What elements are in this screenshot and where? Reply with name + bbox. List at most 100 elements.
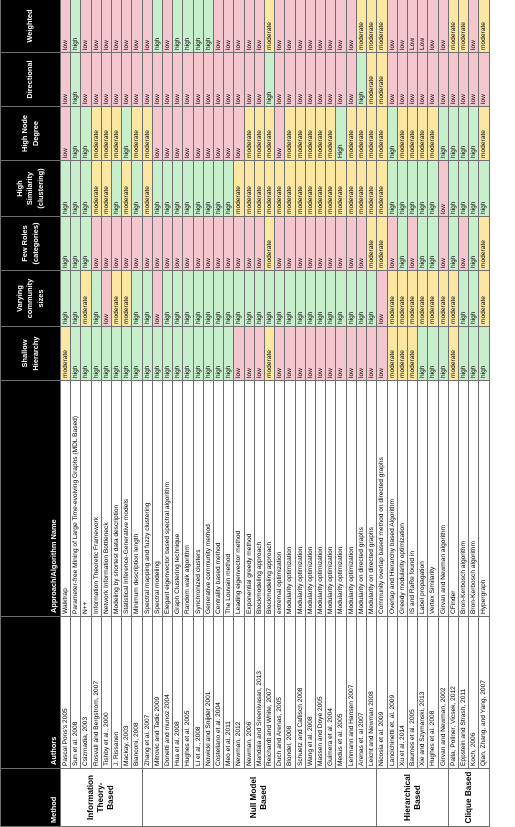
rating-cell: low bbox=[376, 270, 387, 327]
approach-cell: Modularity optimization bbox=[295, 380, 306, 617]
rating-cell: low bbox=[152, 270, 163, 327]
rating-cell: high bbox=[101, 326, 112, 381]
approach-cell: Graph Clustering technique bbox=[172, 380, 183, 617]
rating-cell: low bbox=[121, 0, 132, 53]
rating-cell: low bbox=[335, 52, 347, 107]
method-group-label: Null Model Based bbox=[142, 768, 377, 827]
rating-cell: high bbox=[438, 106, 449, 161]
rating-cell: high bbox=[70, 270, 81, 327]
rating-cell: low bbox=[438, 52, 449, 107]
header-weighted: Weighted bbox=[0, 0, 61, 53]
rating-cell: high bbox=[458, 270, 469, 327]
rating-cell: low bbox=[223, 216, 234, 271]
rating-cell: low bbox=[131, 0, 143, 53]
author-cell: Mandala and Sreenivasan, 2013 bbox=[254, 616, 265, 769]
author-cell: Newman, 2006 bbox=[244, 616, 255, 769]
rating-cell: high bbox=[468, 106, 479, 161]
rating-cell: Low bbox=[417, 0, 428, 53]
rating-cell: moderate bbox=[427, 270, 439, 327]
rating-cell: moderate bbox=[325, 160, 336, 217]
author-cell: Leicht and Newman 2008 bbox=[366, 616, 377, 769]
approach-cell: Label propagation bbox=[417, 380, 428, 617]
rating-cell: low bbox=[91, 216, 102, 271]
approach-cell: Modularity optimization bbox=[335, 380, 347, 617]
rating-cell: moderate bbox=[387, 326, 398, 381]
rating-cell: moderate bbox=[111, 270, 122, 327]
rating-cell: low bbox=[274, 52, 285, 107]
table-row: Lehmann and Hansen 2007 Modularity optimi… bbox=[346, 0, 357, 827]
approach-cell: Modularity optimization bbox=[284, 380, 296, 617]
rating-cell: high bbox=[244, 270, 255, 327]
rating-cell: high bbox=[152, 0, 163, 53]
rating-cell: high bbox=[203, 326, 214, 381]
rating-cell: moderate bbox=[233, 160, 245, 217]
header-high-node-degree: High Node Degree bbox=[0, 106, 61, 161]
rating-cell: high bbox=[468, 160, 479, 217]
rating-cell: low bbox=[305, 326, 316, 381]
rating-cell: moderate bbox=[478, 106, 490, 161]
rating-cell: low bbox=[387, 52, 398, 107]
rating-cell: low bbox=[101, 270, 112, 327]
rating-cell: moderate bbox=[366, 52, 377, 107]
table-row: Information Theory-Based Pascal Pons's 20… bbox=[60, 0, 143, 827]
rating-cell: moderate bbox=[417, 106, 428, 161]
rating-cell: high bbox=[458, 160, 469, 217]
rating-cell: moderate bbox=[366, 106, 377, 161]
rating-cell: moderate bbox=[244, 160, 255, 217]
rating-cell: low bbox=[315, 216, 326, 271]
table-row: Meo et al. 2011 The Louvain method high hig… bbox=[223, 0, 234, 827]
rating-cell: moderate bbox=[376, 0, 387, 53]
rating-cell: moderate bbox=[448, 270, 459, 327]
rating-cell: high bbox=[427, 216, 439, 271]
author-cell: Arenas et. al 2007 bbox=[356, 616, 367, 769]
rating-cell: low bbox=[162, 106, 173, 161]
rating-cell: low bbox=[193, 106, 204, 161]
rating-cell: high bbox=[468, 270, 479, 327]
rating-cell: high bbox=[387, 106, 398, 161]
approach-cell: Modularity optimization bbox=[305, 380, 316, 617]
rating-cell: High bbox=[335, 106, 347, 161]
rating-cell: low bbox=[356, 326, 367, 381]
author-cell: Baumes et al. 2005 bbox=[407, 616, 418, 769]
rating-cell: low bbox=[182, 106, 194, 161]
rating-cell: low bbox=[121, 52, 132, 107]
rating-cell: high bbox=[193, 160, 204, 217]
header-authors: Authors bbox=[0, 616, 61, 769]
rating-cell: high bbox=[152, 326, 163, 381]
author-cell: Reichardt and White, 2007 bbox=[264, 616, 275, 769]
rating-cell: high bbox=[417, 216, 428, 271]
rating-cell: low bbox=[203, 106, 214, 161]
rating-cell: high bbox=[284, 270, 296, 327]
author-cell: Mackay, 2003 bbox=[121, 616, 132, 769]
rating-cell: high bbox=[417, 326, 428, 381]
approach-cell: Hypergraph bbox=[478, 380, 490, 617]
rating-cell: low bbox=[182, 216, 194, 271]
rating-cell: moderate bbox=[478, 0, 490, 53]
rating-cell: high bbox=[70, 0, 81, 53]
rating-cell: moderate bbox=[427, 106, 439, 161]
table-row: Blondel, 2008 Modularity optimization low h… bbox=[284, 0, 296, 827]
rating-cell: low bbox=[335, 0, 347, 53]
rating-cell: moderate bbox=[131, 106, 143, 161]
rating-cell: high bbox=[438, 326, 449, 381]
author-cell: Qian, Zhang, and Yang, 2007 bbox=[478, 616, 490, 769]
rating-cell: low bbox=[274, 216, 285, 271]
rating-cell: high bbox=[70, 106, 81, 161]
rating-cell: high bbox=[264, 270, 275, 327]
rating-cell: moderate bbox=[305, 106, 316, 161]
rating-cell: high bbox=[80, 216, 92, 271]
rating-cell: moderate bbox=[254, 160, 265, 217]
approach-cell: Walktrap bbox=[60, 380, 71, 617]
rating-cell: high bbox=[172, 0, 183, 53]
rating-cell: moderate bbox=[264, 160, 275, 217]
rating-cell: low bbox=[131, 216, 143, 271]
rating-cell: high bbox=[80, 326, 92, 381]
rating-cell: low bbox=[427, 0, 439, 53]
rating-cell: low bbox=[142, 216, 153, 271]
table-row: J. Rissanen Modeling by shortest data des… bbox=[111, 0, 122, 827]
approach-cell: Modularity on directed graphs bbox=[366, 380, 377, 617]
author-cell: Wang et al. 2008 bbox=[305, 616, 316, 769]
rating-cell: high bbox=[478, 160, 490, 217]
rating-cell: low bbox=[80, 0, 92, 53]
rating-cell: high bbox=[448, 160, 459, 217]
